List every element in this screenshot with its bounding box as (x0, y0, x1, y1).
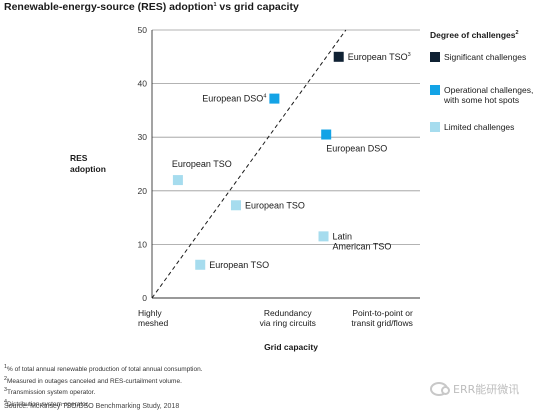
footnote-3: 3Transmission system operator. (4, 387, 96, 397)
y-tick-label: 50 (138, 25, 148, 35)
point-label: European DSO4 (202, 94, 266, 104)
source-note: Source: McKinsey TSO/DSO Benchmarking St… (4, 403, 180, 410)
x-category-label: Redundancy (264, 308, 312, 318)
point-label: European TSO (172, 159, 232, 169)
watermark: ERR能研微讯 (430, 381, 519, 397)
legend-title: Degree of challenges2 (430, 30, 519, 40)
point-label: European TSO (245, 200, 305, 210)
x-category-label: meshed (138, 318, 169, 328)
x-category-label: Point-to-point or (352, 308, 413, 318)
legend-label: Operational challenges, (444, 85, 533, 95)
point-label: European TSO3 (348, 52, 411, 62)
data-point (333, 51, 344, 62)
x-category-label: transit grid/flows (351, 318, 412, 328)
data-point (230, 200, 241, 211)
y-tick-label: 10 (138, 239, 148, 249)
point-label: Latin (333, 231, 353, 241)
legend-swatch (430, 85, 440, 95)
x-category-label: Highly (138, 308, 162, 318)
footnote-2: 2Measured in outages canceled and RES-cu… (4, 375, 182, 385)
wechat-icon (430, 382, 450, 396)
y-axis-label: RES (70, 153, 88, 163)
chart-title: Renewable-energy-source (RES) adoption1 … (4, 1, 299, 13)
y-axis-label: adoption (70, 164, 106, 174)
legend-swatch (430, 122, 440, 132)
footnote-4: 4Distribution system operator. (4, 398, 90, 408)
data-point (321, 129, 332, 140)
y-tick-label: 40 (138, 79, 148, 89)
point-label: European TSO (209, 260, 269, 270)
footnotes: 1% of total annual renewable production … (4, 363, 334, 409)
data-point (172, 175, 183, 186)
data-point (269, 93, 280, 104)
legend-label: Limited challenges (444, 122, 514, 132)
y-tick-label: 0 (142, 293, 147, 303)
x-axis-label: Grid capacity (264, 342, 318, 352)
watermark-text: ERR能研微讯 (453, 383, 520, 396)
x-category-label: via ring circuits (260, 318, 316, 328)
reference-line (151, 29, 347, 299)
data-point (318, 231, 329, 242)
data-point (195, 259, 206, 270)
legend-label: Significant challenges (444, 52, 526, 62)
point-label: American TSO (333, 241, 392, 251)
chart: Renewable-energy-source (RES) adoption1 … (4, 1, 533, 352)
y-tick-label: 20 (138, 186, 148, 196)
point-label: European DSO (326, 144, 387, 154)
legend-swatch (430, 52, 440, 62)
footnote-1: 1% of total annual renewable production … (4, 364, 203, 374)
y-tick-label: 30 (138, 132, 148, 142)
legend-label: with some hot spots (443, 95, 519, 105)
